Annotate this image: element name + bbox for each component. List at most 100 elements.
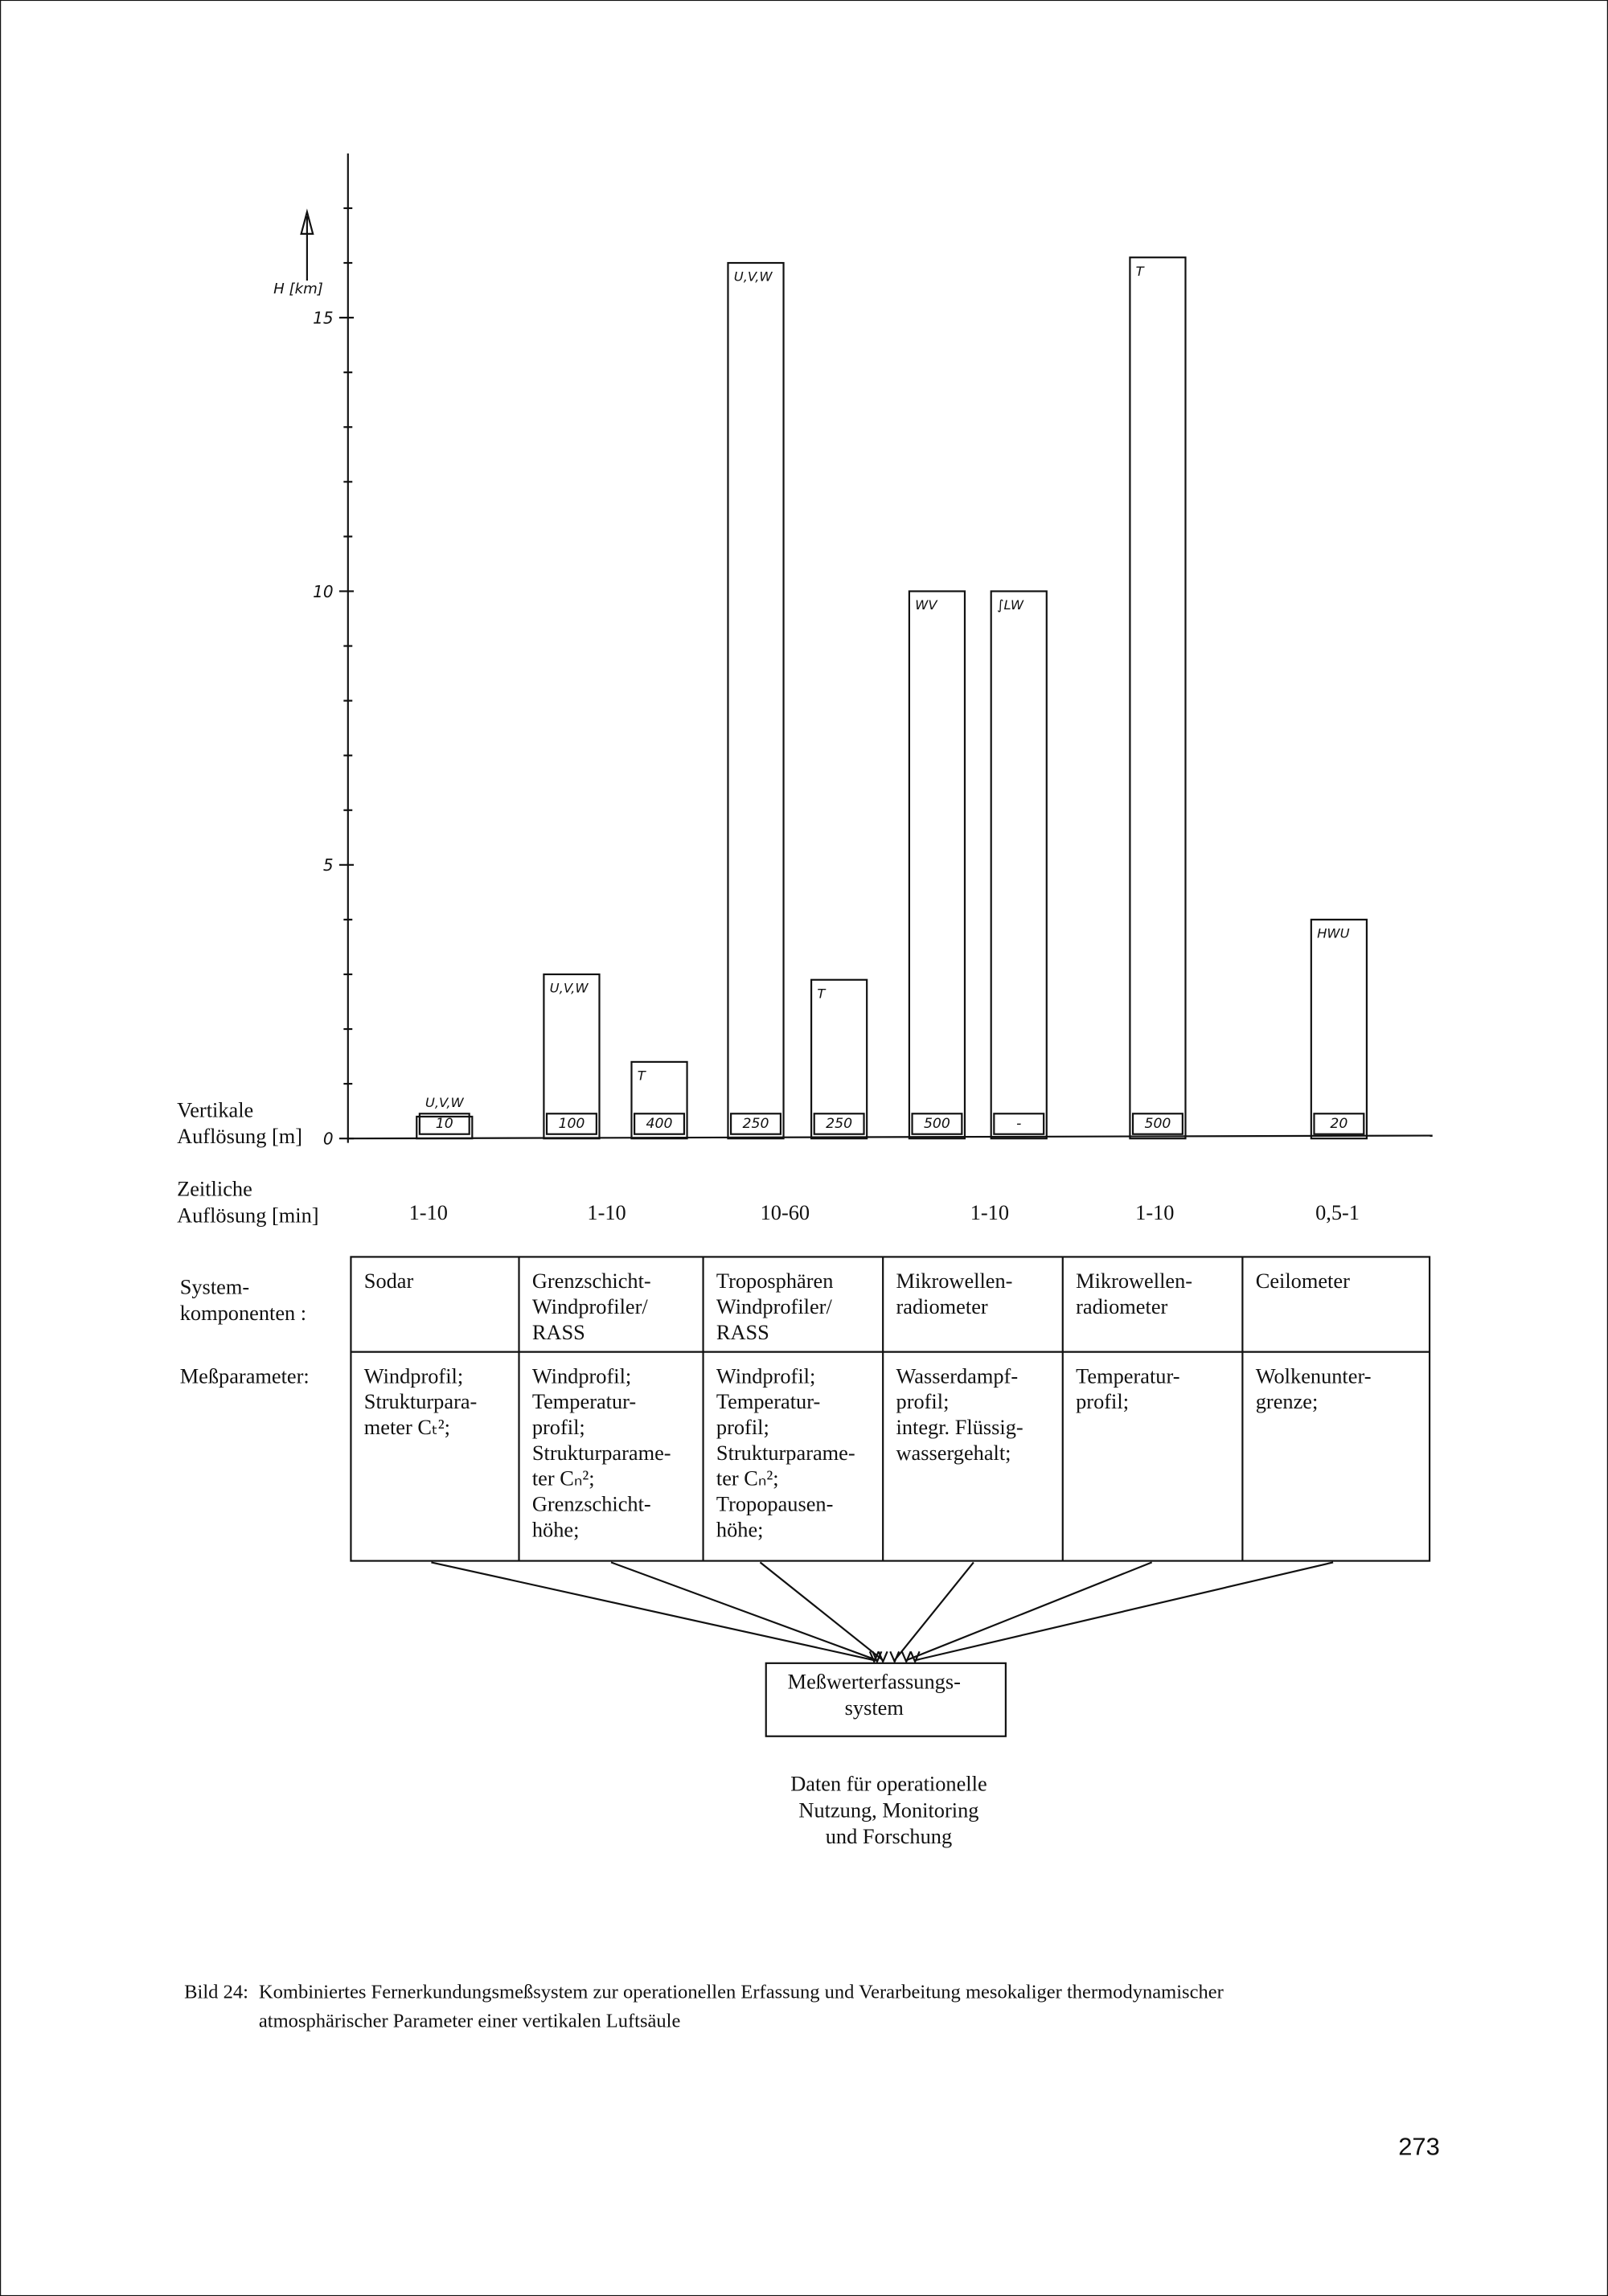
resolution-label: 250 <box>743 1116 769 1132</box>
bar <box>1129 256 1187 1140</box>
resolution-label: 100 <box>558 1116 585 1132</box>
arrowhead <box>900 1650 912 1664</box>
cell-text: Sodar <box>364 1269 414 1293</box>
collector-text: Meßwerterfassungs- <box>788 1670 961 1693</box>
cell-text: Windprofiler/ <box>532 1295 649 1318</box>
temporal-value: 1-10 <box>587 1201 626 1224</box>
cell-text: Windprofil; <box>532 1364 631 1388</box>
bar-label: U,V,W <box>734 269 773 285</box>
cell-text: profil; <box>896 1390 950 1413</box>
resolution-label: 500 <box>924 1116 950 1132</box>
cell-text: Strukturparame- <box>716 1441 855 1465</box>
row-label: Auflösung [m] <box>177 1125 302 1148</box>
cell-text: profil; <box>532 1416 585 1439</box>
cell-text: profil; <box>716 1416 769 1439</box>
resolution-box <box>418 1113 470 1135</box>
connector <box>759 1561 884 1662</box>
resolution-label: 250 <box>826 1116 852 1132</box>
cell-text: RASS <box>716 1321 769 1344</box>
resolution-box <box>993 1113 1045 1135</box>
cell-text: Strukturpara- <box>364 1390 478 1413</box>
bar-label: T <box>817 986 827 1001</box>
connector <box>431 1561 875 1662</box>
cell-text: profil; <box>1076 1390 1129 1413</box>
cell-text: Wasserdampf- <box>896 1364 1019 1388</box>
bar <box>990 590 1048 1140</box>
cell-text: radiometer <box>1076 1295 1167 1318</box>
bar-label: WV <box>915 597 938 613</box>
temporal-value: 1-10 <box>409 1201 448 1224</box>
page-number: 273 <box>1398 2133 1440 2161</box>
cell-text: Tropopausen- <box>716 1492 833 1515</box>
bar <box>810 978 868 1140</box>
resolution-box <box>911 1113 963 1135</box>
connector <box>905 1561 1153 1662</box>
resolution-box <box>813 1113 865 1135</box>
axis-arrowhead <box>300 208 314 235</box>
resolution-box <box>1313 1113 1365 1135</box>
output-text: und Forschung <box>826 1825 952 1848</box>
row-label: Auflösung [min] <box>177 1203 318 1227</box>
cell-text: radiometer <box>896 1295 988 1318</box>
cell-text: höhe; <box>716 1518 764 1541</box>
cell-text: Mikrowellen- <box>896 1269 1013 1293</box>
y-tick-label: 15 <box>313 308 333 327</box>
connector <box>610 1561 878 1662</box>
resolution-label: 400 <box>646 1116 673 1132</box>
bar-label: HWU <box>1317 926 1349 941</box>
bar <box>908 590 966 1140</box>
resolution-box <box>1131 1113 1183 1135</box>
caption-label: Bild 24: <box>184 1981 248 2003</box>
bar-label: ∫LW <box>997 597 1024 613</box>
cell-text: integr. Flüssig- <box>896 1416 1023 1439</box>
cell-text: Windprofil; <box>364 1364 463 1388</box>
y-tick-label: 0 <box>323 1130 334 1149</box>
y-tick-label: 10 <box>313 582 333 601</box>
bar <box>727 261 785 1140</box>
y-tick-label: 5 <box>323 855 334 875</box>
cell-text: Windprofiler/ <box>716 1295 833 1318</box>
row-label: Zeitliche <box>177 1178 252 1201</box>
connector <box>893 1561 974 1661</box>
cell-text: Grenzschicht- <box>532 1269 651 1293</box>
resolution-label: 500 <box>1144 1116 1171 1132</box>
arrowhead <box>877 1650 888 1664</box>
bar-label: U,V,W <box>550 981 589 996</box>
cell-text: wassergehalt; <box>896 1441 1011 1465</box>
arrowhead <box>889 1650 900 1664</box>
table-border <box>350 1256 1431 1562</box>
temporal-value: 10-60 <box>761 1201 810 1224</box>
caption-line: atmosphärischer Parameter einer vertikal… <box>259 2011 681 2032</box>
cell-text: meter Cₜ²; <box>364 1416 450 1439</box>
output-text: Daten für operationelle <box>790 1773 987 1796</box>
cell-text: grenze; <box>1256 1390 1319 1413</box>
row-label: komponenten : <box>180 1302 306 1325</box>
cell-text: Wolkenunter- <box>1256 1364 1372 1388</box>
cell-text: Mikrowellen- <box>1076 1269 1192 1293</box>
resolution-box <box>545 1113 597 1135</box>
cell-text: ter Cₙ²; <box>532 1467 595 1490</box>
resolution-label: 10 <box>436 1116 453 1132</box>
temporal-value: 0,5-1 <box>1315 1201 1360 1224</box>
bar-label: T <box>1136 264 1146 279</box>
collector-box <box>765 1662 1007 1737</box>
bar <box>1310 918 1368 1140</box>
collector-text: system <box>845 1696 904 1720</box>
bar-label: T <box>638 1068 647 1084</box>
cell-text: Temperatur- <box>1076 1364 1179 1388</box>
bar <box>630 1060 688 1140</box>
arrowhead <box>909 1650 921 1664</box>
resolution-label: - <box>1016 1116 1021 1132</box>
connector <box>914 1561 1334 1662</box>
row-label: Meßparameter: <box>180 1364 310 1388</box>
cell-text: Temperatur- <box>532 1390 636 1413</box>
bar <box>416 1115 474 1140</box>
resolution-box <box>634 1113 686 1135</box>
cell-text: Grenzschicht- <box>532 1492 651 1515</box>
bar <box>543 973 601 1140</box>
cell-text: Ceilometer <box>1256 1269 1350 1293</box>
cell-text: Windprofil; <box>716 1364 815 1388</box>
cell-text: Temperatur- <box>716 1390 820 1413</box>
cell-text: höhe; <box>532 1518 580 1541</box>
